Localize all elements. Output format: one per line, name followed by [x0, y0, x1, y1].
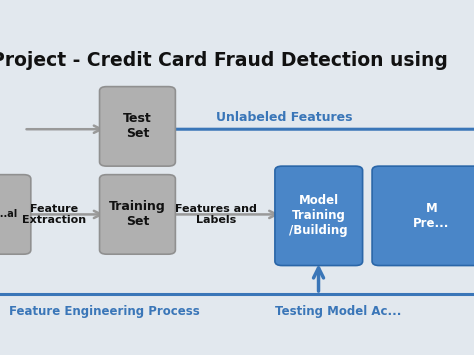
Text: M
Pre...: M Pre... [413, 202, 449, 230]
FancyBboxPatch shape [372, 166, 474, 266]
Text: Project - Credit Card Fraud Detection using: Project - Credit Card Fraud Detection us… [0, 51, 447, 70]
Text: Training
Set: Training Set [109, 201, 166, 228]
Text: Testing Model Ac...: Testing Model Ac... [275, 305, 401, 318]
Text: Unlabeled Features: Unlabeled Features [216, 111, 353, 124]
Text: ...al: ...al [0, 209, 18, 219]
Text: Feature
Extraction: Feature Extraction [22, 204, 87, 225]
FancyBboxPatch shape [275, 166, 363, 266]
Text: Model
Training
/Building: Model Training /Building [290, 194, 348, 237]
Text: Test
Set: Test Set [123, 113, 152, 140]
FancyBboxPatch shape [100, 175, 175, 254]
Text: Features and
Labels: Features and Labels [175, 204, 256, 225]
Text: Feature Engineering Process: Feature Engineering Process [9, 305, 200, 318]
FancyBboxPatch shape [100, 87, 175, 166]
FancyBboxPatch shape [0, 175, 31, 254]
